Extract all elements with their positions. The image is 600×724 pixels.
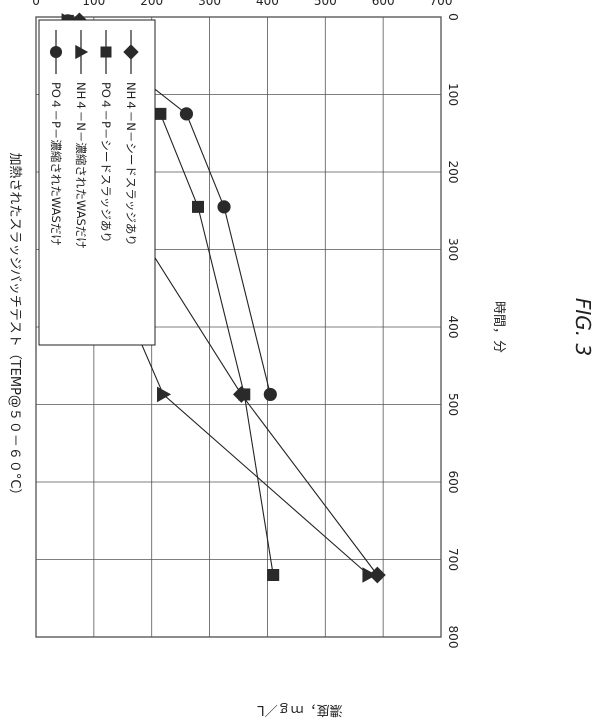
y-tick-label: 300	[198, 0, 221, 8]
chart: 0 100 200 300 400 500 600 700 800 0 100 200 300 400 5…	[7, 0, 595, 648]
legend-label: PO４－P－濃縮されたWASだけ	[49, 82, 63, 246]
data-point-circle	[180, 107, 193, 120]
data-point-square	[192, 201, 204, 213]
data-point-square	[154, 108, 166, 120]
legend-label: PO４－P－シードスラッジあり	[99, 82, 113, 243]
x-tick-label: 600	[446, 471, 460, 494]
x-tick-label: 500	[446, 393, 460, 416]
x-tick-labels: 0 100 200 300 400 500 600 700 800	[446, 13, 460, 648]
legend: PO４－P－濃縮されたWASだけ NH４－N－濃縮されたWASだけ PO４－P－シー…	[39, 20, 155, 345]
chart-title: 加熱されたスラッジバッチテスト（TEMP@５０－６０°C）	[7, 152, 22, 501]
legend-marker-square	[101, 47, 112, 58]
x-tick-label: 400	[446, 316, 460, 339]
y-tick-label: 400	[256, 0, 279, 8]
y-tick-label: 700	[430, 0, 453, 8]
x-tick-label: 300	[446, 238, 460, 261]
x-tick-label: 800	[446, 626, 460, 649]
x-tick-label: 0	[446, 13, 460, 21]
data-point-square	[267, 569, 279, 581]
y-tick-label: 100	[82, 0, 105, 8]
y-tick-label: 0	[32, 0, 40, 8]
legend-label: NH４－N－濃縮されたWASだけ	[74, 82, 88, 249]
x-axis-label: 時間，分	[491, 301, 506, 353]
y-tick-label: 600	[372, 0, 395, 8]
y-tick-label: 500	[314, 0, 337, 8]
x-tick-label: 700	[446, 548, 460, 571]
y-axis-label: 濃度，ｍｇ／L	[257, 702, 343, 718]
x-tick-label: 100	[446, 83, 460, 106]
data-point-circle	[264, 388, 277, 401]
figure-label: FIG. 3	[571, 298, 595, 356]
data-point-circle	[217, 200, 230, 213]
legend-label: NH４－N－シードスラッジあり	[124, 82, 138, 246]
legend-marker-circle	[50, 46, 62, 58]
x-tick-label: 200	[446, 161, 460, 184]
y-tick-labels: 0 100 200 300 400 500 600 700	[32, 0, 452, 8]
y-tick-label: 200	[140, 0, 163, 8]
